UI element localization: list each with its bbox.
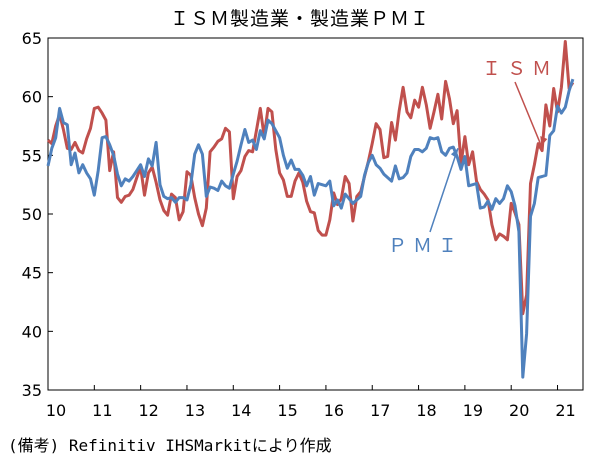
y-tick-label: 55 (22, 146, 42, 165)
pmi-leader-line (429, 148, 459, 233)
x-tick-label: 10 (46, 401, 66, 420)
ism-arrowhead (540, 135, 548, 146)
series-line-pmi (46, 78, 575, 379)
ism-series-label: ＩＳＭ (482, 58, 557, 80)
pmi-series-label: ＰＭＩ (388, 235, 463, 257)
pmi-arrowhead (450, 148, 458, 159)
y-tick-label: 65 (22, 29, 42, 48)
y-tick-label: 50 (22, 205, 42, 224)
y-tick-label: 35 (22, 381, 42, 400)
x-tick-label: 20 (509, 401, 529, 420)
series-line-ism (46, 40, 575, 316)
x-tick-label: 18 (416, 401, 436, 420)
x-tick-label: 19 (463, 401, 483, 420)
x-tick-label: 16 (324, 401, 344, 420)
annotations: ＩＳＭ ＰＭＩ (388, 58, 557, 257)
y-axis-ticks: 35 40 45 50 55 60 65 (22, 29, 53, 400)
ism-leader-line (514, 81, 543, 147)
x-tick-label: 13 (185, 401, 205, 420)
source-note: (備考) Refinitiv IHSMarkitにより作成 (8, 436, 332, 455)
series-lines (46, 40, 575, 379)
chart-title: ＩＳＭ製造業・製造業ＰＭＩ (169, 8, 430, 30)
x-tick-label: 15 (277, 401, 297, 420)
x-tick-label: 11 (92, 401, 112, 420)
y-tick-label: 45 (22, 264, 42, 283)
x-tick-label: 14 (231, 401, 251, 420)
y-tick-label: 60 (22, 88, 42, 107)
x-tick-label: 17 (370, 401, 390, 420)
y-tick-label: 40 (22, 322, 42, 341)
x-axis-ticks: 10 11 12 13 14 15 16 17 18 19 20 21 (46, 385, 576, 420)
x-tick-label: 21 (555, 401, 575, 420)
x-tick-label: 12 (138, 401, 158, 420)
